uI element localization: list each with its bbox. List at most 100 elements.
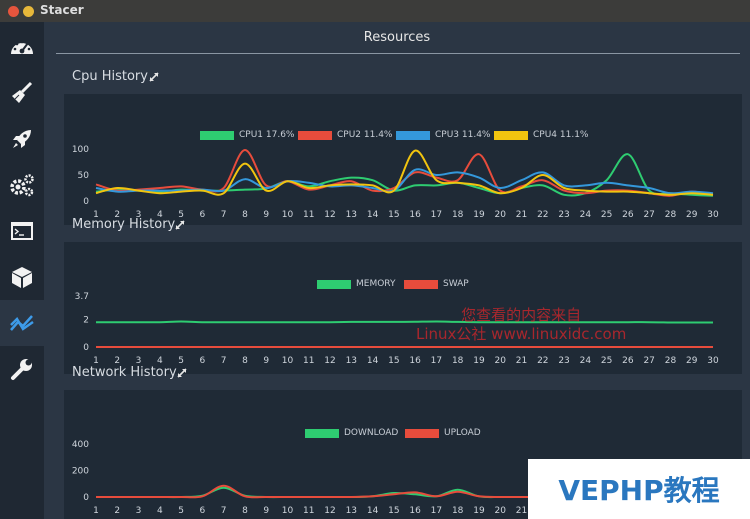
watermark-line-1: 您查看的内容来自 (461, 306, 582, 324)
legend-label: CPU1 17.6% (239, 130, 295, 140)
x-tick-label: 12 (324, 506, 335, 516)
x-tick-label: 2 (114, 210, 120, 220)
sidebar-item-system-cleaner[interactable] (0, 70, 44, 116)
x-tick-label: 9 (263, 506, 269, 516)
x-tick-label: 23 (558, 210, 569, 220)
legend-swatch (404, 279, 438, 289)
legend-item[interactable]: UPLOAD (405, 428, 481, 438)
sidebar (0, 22, 44, 519)
rocket-icon (13, 130, 31, 148)
gears-icon (10, 174, 34, 197)
x-tick-label: 7 (221, 210, 227, 220)
minimize-window-button[interactable] (23, 6, 34, 17)
x-tick-label: 8 (242, 506, 248, 516)
broom-icon (12, 81, 33, 103)
legend-item[interactable]: CPU3 11.4% (396, 130, 490, 140)
x-tick-label: 10 (282, 506, 294, 516)
cpu-expand-icon[interactable] (148, 71, 160, 83)
legend-item[interactable]: SWAP (404, 279, 469, 289)
x-tick-label: 10 (282, 356, 294, 366)
legend-item[interactable]: CPU4 11.1% (494, 130, 588, 140)
sidebar-item-services[interactable] (0, 162, 44, 208)
x-tick-label: 20 (495, 506, 507, 516)
watermark: 您查看的内容来自 Linux公社 www.linuxidc.com (416, 306, 626, 344)
sidebar-item-dashboard[interactable] (0, 24, 44, 70)
x-tick-label: 22 (537, 356, 548, 366)
brand-text: VEPHP教程 (558, 474, 720, 507)
legend-label: MEMORY (356, 279, 396, 289)
x-tick-label: 30 (707, 356, 719, 366)
package-icon (12, 267, 32, 288)
x-tick-label: 9 (263, 210, 269, 220)
x-tick-label: 12 (324, 356, 335, 366)
y-tick-label: 2 (83, 315, 89, 325)
x-tick-label: 16 (409, 210, 421, 220)
x-tick-label: 4 (157, 506, 163, 516)
legend-item[interactable]: CPU1 17.6% (200, 130, 294, 140)
sidebar-item-startup-apps[interactable] (0, 116, 44, 162)
x-tick-label: 9 (263, 356, 269, 366)
x-tick-label: 12 (324, 210, 335, 220)
legend-item[interactable]: DOWNLOAD (305, 428, 398, 438)
x-tick-label: 4 (157, 356, 163, 366)
x-tick-label: 11 (303, 506, 314, 516)
y-tick-label: 400 (72, 440, 89, 450)
legend-item[interactable]: CPU2 11.4% (298, 130, 392, 140)
cpu-chart: 100 50 0 1 2 3 4 5 6 7 8 9 10 11 12 13 14 15 16 17 18 19 20 21 2… (64, 94, 742, 225)
y-tick-label: 50 (78, 171, 90, 181)
x-tick-label: 18 (452, 210, 464, 220)
memory-expand-icon[interactable] (174, 219, 186, 231)
x-tick-label: 14 (367, 506, 379, 516)
x-tick-label: 7 (221, 506, 227, 516)
legend-item[interactable]: MEMORY (317, 279, 395, 289)
x-tick-label: 16 (409, 506, 421, 516)
x-tick-label: 17 (431, 506, 442, 516)
series-line-memory (96, 320, 713, 324)
memory-history-title: Memory History (72, 217, 176, 232)
brand-banner: VEPHP教程 (528, 459, 750, 519)
page-title: Resources (363, 30, 431, 45)
chart-line-icon (10, 315, 34, 331)
x-tick-label: 14 (367, 210, 379, 220)
y-tick-label: 100 (72, 145, 89, 155)
x-tick-label: 16 (409, 356, 421, 366)
y-tick-label: 200 (72, 467, 89, 477)
x-tick-label: 8 (242, 210, 248, 220)
x-tick-label: 28 (665, 356, 677, 366)
x-tick-label: 19 (473, 356, 485, 366)
x-tick-label: 1 (93, 506, 99, 516)
x-tick-label: 3 (136, 506, 142, 516)
resources-page: Resources Cpu History 100 50 0 1 2 3 4 5 6 7 8 9 10 1… (44, 22, 750, 519)
x-tick-label: 11 (303, 210, 314, 220)
header-divider (56, 53, 740, 54)
x-tick-label: 15 (388, 506, 399, 516)
x-tick-label: 4 (157, 210, 163, 220)
x-tick-label: 25 (601, 210, 612, 220)
memory-chart: 3.7 2 0 1 2 3 4 5 6 7 8 9 10 11 12 13 14 15 16 17 18 19 20 21 22… (64, 242, 742, 374)
sidebar-item-settings[interactable] (0, 346, 44, 392)
x-tick-label: 13 (346, 356, 357, 366)
x-tick-label: 26 (622, 356, 634, 366)
network-expand-icon[interactable] (176, 367, 188, 379)
x-tick-label: 22 (537, 210, 548, 220)
legend-label: SWAP (443, 279, 469, 289)
x-tick-label: 23 (558, 356, 569, 366)
sidebar-item-resources[interactable] (0, 300, 44, 346)
terminal-icon (11, 222, 33, 240)
x-tick-label: 28 (665, 210, 677, 220)
sidebar-item-processes[interactable] (0, 208, 44, 254)
x-tick-label: 13 (346, 210, 357, 220)
x-tick-label: 10 (282, 210, 294, 220)
x-tick-label: 20 (495, 210, 507, 220)
x-tick-label: 13 (346, 506, 357, 516)
x-tick-label: 1 (93, 210, 99, 220)
sidebar-item-uninstaller[interactable] (0, 254, 44, 300)
x-tick-label: 1 (93, 356, 99, 366)
legend-swatch (396, 130, 430, 140)
x-tick-label: 24 (580, 356, 592, 366)
x-tick-label: 15 (388, 356, 399, 366)
y-tick-label: 3.7 (75, 292, 89, 302)
x-tick-label: 26 (622, 210, 634, 220)
close-window-button[interactable] (8, 6, 19, 17)
